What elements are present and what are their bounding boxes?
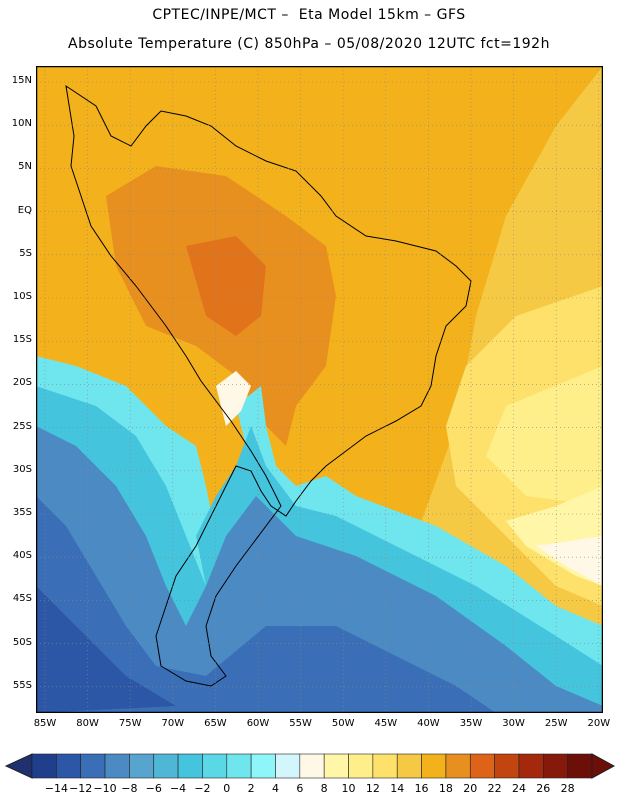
- colorbar-segment: [567, 753, 593, 779]
- latitude-label: 10S: [12, 291, 32, 302]
- longitude-label: 80W: [76, 718, 99, 729]
- longitude-label: 30W: [502, 718, 525, 729]
- longitude-label: 35W: [459, 718, 483, 729]
- colorbar-segment: [250, 753, 276, 779]
- colorbar-segment: [299, 753, 325, 779]
- longitude-label: 75W: [118, 718, 142, 729]
- colorbar-segment: [104, 753, 130, 779]
- colorbar-label: 10: [341, 782, 356, 795]
- longitude-label: 40W: [417, 718, 440, 729]
- colorbar-segment: [153, 753, 179, 779]
- colorbar-label: 20: [463, 782, 478, 795]
- latitude-label: 30S: [12, 463, 32, 475]
- colorbar-label: 14: [390, 782, 405, 795]
- colorbar-label: −6: [145, 782, 162, 795]
- colorbar-segment: [275, 753, 301, 779]
- colorbar-segment: [129, 753, 155, 779]
- colorbar-segment: [372, 753, 398, 779]
- colorbar-label: 18: [438, 782, 453, 795]
- longitude-label: 60W: [246, 718, 270, 729]
- latitude-label: EQ: [17, 204, 32, 216]
- colorbar-label: −8: [121, 782, 138, 795]
- colorbar-label: 0: [223, 782, 231, 795]
- colorbar-label: −4: [169, 782, 187, 795]
- colorbar-label: 16: [414, 782, 429, 795]
- latitude-label: 35S: [12, 507, 32, 518]
- colorbar-segment: [31, 753, 57, 779]
- longitude-label: 50W: [331, 718, 355, 729]
- latitude-label: 25S: [12, 420, 32, 432]
- map-title-line1: CPTEC/INPE/MCT – Eta Model 15km – GFS: [152, 7, 466, 23]
- temperature-map: [36, 66, 603, 713]
- latitude-label: 20S: [12, 377, 32, 389]
- longitude-label: 20W: [587, 718, 611, 729]
- colorbar-segment: [56, 753, 81, 779]
- colorbar-segment: [226, 753, 252, 779]
- longitude-label: 65W: [204, 718, 227, 729]
- colorbar-label: 2: [247, 782, 255, 795]
- latitude-label: 15N: [11, 75, 32, 86]
- longitude-label: 25W: [544, 718, 568, 729]
- latitude-label: 5N: [18, 161, 32, 173]
- colorbar-segment: [494, 753, 520, 779]
- colorbar-label: 12: [365, 782, 380, 795]
- colorbar-label: −12: [69, 782, 93, 795]
- colorbar-segment: [445, 753, 471, 779]
- longitude-label: 45W: [374, 718, 398, 729]
- latitude-label: 50S: [12, 636, 32, 648]
- longitude-label: 85W: [33, 718, 57, 729]
- colorbar-label: −14: [44, 782, 68, 795]
- latitude-label: 5S: [19, 247, 32, 259]
- colorbar-max-arrow: [591, 753, 616, 779]
- colorbar-segment: [396, 753, 422, 779]
- colorbar-min-arrow: [4, 753, 33, 779]
- latitude-label: 55S: [12, 679, 32, 691]
- colorbar-label: 4: [271, 782, 279, 795]
- colorbar-label: −2: [194, 782, 211, 795]
- color-scale-bar: [0, 750, 618, 800]
- colorbar-segment: [80, 753, 106, 779]
- latitude-label: 40S: [12, 550, 32, 562]
- colorbar-segment: [348, 753, 374, 779]
- colorbar-label: 6: [296, 782, 304, 795]
- colorbar-segment: [323, 753, 349, 779]
- colorbar-segment: [469, 753, 495, 779]
- colorbar-segment: [518, 753, 544, 779]
- map-title-line2: Absolute Temperature (C) 850hPa – 05/08/…: [68, 36, 550, 52]
- colorbar-label: −10: [93, 782, 117, 795]
- colorbar-label: 24: [511, 782, 526, 795]
- longitude-label: 70W: [161, 718, 185, 729]
- colorbar-label: 28: [560, 782, 575, 795]
- colorbar-segment: [177, 753, 203, 779]
- longitude-label: 55W: [289, 718, 312, 729]
- colorbar-segment: [421, 753, 447, 779]
- latitude-label: 15S: [12, 334, 32, 346]
- latitude-label: 45S: [12, 593, 32, 605]
- colorbar-label: 26: [536, 782, 551, 795]
- colorbar-label: 8: [320, 782, 328, 795]
- colorbar-segment: [202, 753, 228, 779]
- colorbar-segment: [543, 753, 568, 779]
- colorbar-label: 22: [487, 782, 502, 795]
- latitude-label: 10N: [11, 118, 32, 130]
